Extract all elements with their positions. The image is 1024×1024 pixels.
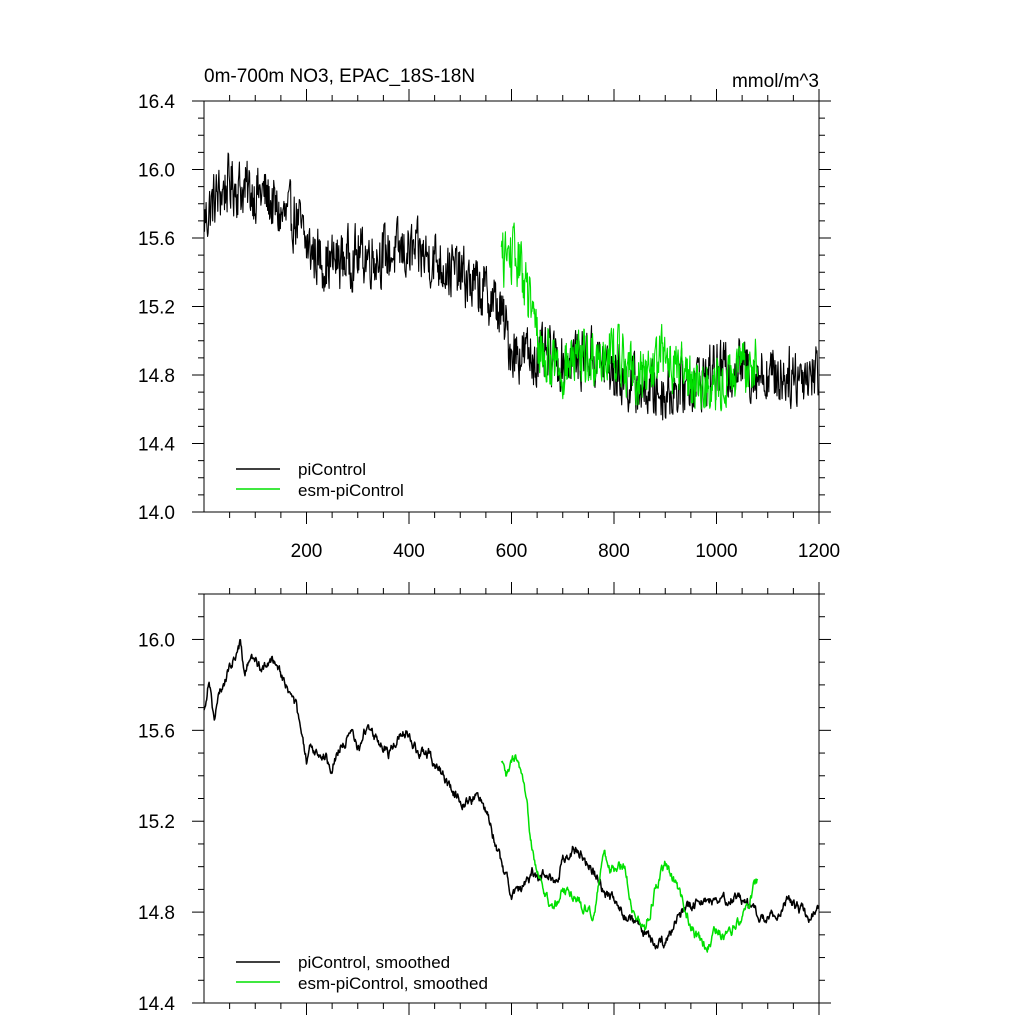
x-tick-label: 800 <box>598 541 630 562</box>
bottom-plot-frame <box>203 593 820 1004</box>
y-tick-label: 14.8 <box>138 903 175 924</box>
y-tick-label: 15.6 <box>138 229 175 250</box>
top-legend: piControl esm-piControl <box>236 460 404 500</box>
top-plot-frame <box>203 100 820 513</box>
bottom-axis-ticks <box>192 582 831 1015</box>
top-legend-label-esm-picontrol: esm-piControl <box>298 481 404 500</box>
top-axis-ticks <box>192 89 831 524</box>
bottom-chart: 14.4 14.8 15.2 15.6 16.0 piControl, smoothed… <box>138 582 831 1015</box>
top-series-group <box>203 152 820 421</box>
x-tick-label: 200 <box>291 541 323 562</box>
x-tick-label: 1200 <box>798 541 840 562</box>
series-line-esm-picontrol-smoothed <box>500 754 759 953</box>
series-line-picontrol-smoothed <box>203 638 820 950</box>
y-tick-label: 14.4 <box>138 435 175 456</box>
top-chart: 0m-700m NO3, EPAC_18S-18N mmol/m^3 14.01… <box>138 66 840 562</box>
series-line-esm-picontrol <box>500 222 759 412</box>
bottom-y-tick-labels: 14.4 14.8 15.2 15.6 16.0 <box>138 630 175 1015</box>
y-tick-label: 15.2 <box>138 812 175 833</box>
y-tick-label: 15.6 <box>138 721 175 742</box>
y-tick-label: 14.0 <box>138 503 175 524</box>
x-tick-label: 400 <box>393 541 425 562</box>
y-tick-label: 16.0 <box>138 630 175 651</box>
top-chart-units: mmol/m^3 <box>732 71 819 92</box>
x-tick-label: 600 <box>496 541 528 562</box>
top-legend-label-picontrol: piControl <box>298 460 366 479</box>
y-tick-label: 14.4 <box>138 994 175 1015</box>
y-tick-label: 14.8 <box>138 366 175 387</box>
y-tick-label: 15.2 <box>138 298 175 319</box>
bottom-series-group <box>203 638 820 953</box>
bottom-legend-label-esm-picontrol-smoothed: esm-piControl, smoothed <box>298 974 488 993</box>
top-y-tick-labels: 14.0 14.4 14.8 15.2 15.6 16.0 16.4 <box>138 92 175 524</box>
y-tick-label: 16.4 <box>138 92 175 113</box>
bottom-legend-label-picontrol-smoothed: piControl, smoothed <box>298 953 450 972</box>
top-x-tick-labels: 200 400 600 800 1000 1200 <box>291 541 840 562</box>
bottom-legend: piControl, smoothed esm-piControl, smoot… <box>236 953 488 993</box>
top-chart-title: 0m-700m NO3, EPAC_18S-18N <box>204 66 475 87</box>
x-tick-label: 1000 <box>695 541 737 562</box>
y-tick-label: 16.0 <box>138 161 175 182</box>
